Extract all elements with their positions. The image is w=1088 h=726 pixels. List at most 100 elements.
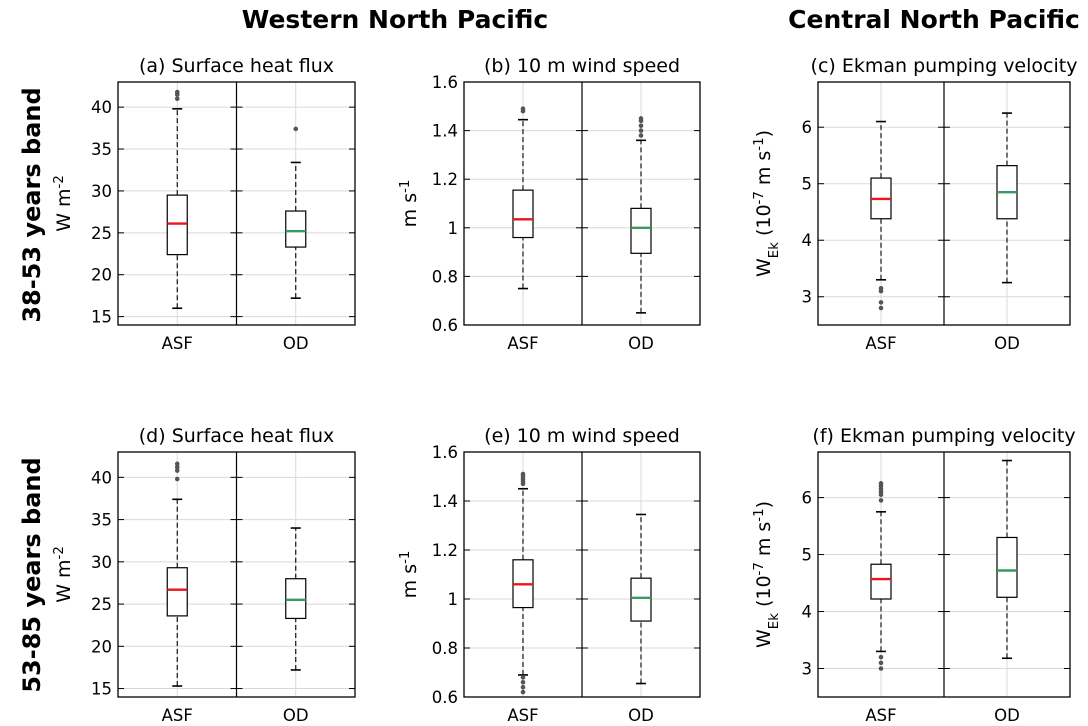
ytick-label-e-1: 0.8 xyxy=(432,639,458,658)
outlier-e-asf-2 xyxy=(520,680,526,685)
outlier-e-asf-8 xyxy=(520,471,526,477)
ylabel-f: WEk (10-7 m s-1) xyxy=(752,501,782,648)
xtick-label-a-od: OD xyxy=(283,334,309,353)
outlier-b-asf-1 xyxy=(520,106,526,112)
ytick-label-d-2: 25 xyxy=(91,595,112,614)
panel-title-f: (f) Ekman pumping velocity xyxy=(812,425,1075,447)
outlier-d-asf-3 xyxy=(174,461,180,467)
central-region-title: Central North Pacific xyxy=(788,5,1080,34)
ytick-label-b-3: 1.2 xyxy=(432,170,458,189)
box-f-od xyxy=(996,536,1018,598)
row-label-53-85: 53-85 years band xyxy=(18,457,46,692)
panel-title-d: (d) Surface heat flux xyxy=(139,425,334,447)
xtick-label-e-od: OD xyxy=(628,706,654,725)
ytick-label-e-4: 1.4 xyxy=(432,492,458,511)
outlier-e-asf-0 xyxy=(520,689,526,695)
xtick-label-f-od: OD xyxy=(994,706,1020,725)
outlier-a-asf-2 xyxy=(174,89,180,95)
xtick-label-c-asf: ASF xyxy=(865,334,896,353)
ytick-label-a-0: 15 xyxy=(91,308,112,327)
ytick-label-c-0: 3 xyxy=(802,288,813,307)
panel-b: 0.6 0.8 1 1.2 1.4 1.6 m s-1 (b) 10 m wind speed… xyxy=(398,55,701,353)
xtick-label-b-od: OD xyxy=(628,334,654,353)
ytick-label-e-5: 1.6 xyxy=(432,443,458,462)
box-d-od xyxy=(285,578,307,620)
panel-e: 0.6 0.8 1 1.2 1.4 1.6 m s-1 (e) 10 m wind speed… xyxy=(398,425,701,725)
xtick-label-f-asf: ASF xyxy=(865,706,896,725)
outlier-b-od-2 xyxy=(638,123,644,129)
ytick-label-f-3: 6 xyxy=(802,489,813,508)
western-region-title: Western North Pacific xyxy=(242,5,548,34)
ytick-label-e-0: 0.6 xyxy=(432,688,458,707)
ylabel-d: W m-2 xyxy=(52,546,76,603)
ytick-label-c-3: 6 xyxy=(802,118,813,137)
outlier-b-od-4 xyxy=(638,116,644,121)
xtick-label-a-asf: ASF xyxy=(162,334,193,353)
outlier-a-asf-0 xyxy=(174,96,180,102)
ylabel-e: m s-1 xyxy=(398,551,422,599)
ytick-label-a-2: 25 xyxy=(91,224,112,243)
ytick-label-d-1: 20 xyxy=(91,637,112,656)
box-a-od xyxy=(285,210,307,248)
ylabel-c: WEk (10-7 m s-1) xyxy=(752,130,782,277)
ytick-label-f-2: 5 xyxy=(802,546,813,565)
outlier-d-asf-1 xyxy=(174,468,180,473)
box-a-asf xyxy=(166,194,188,256)
ytick-label-b-5: 1.6 xyxy=(432,73,458,92)
outlier-f-asf-2 xyxy=(878,654,884,660)
outlier-b-od-1 xyxy=(638,128,644,133)
outlier-f-asf-1 xyxy=(878,660,884,666)
box-e-od xyxy=(630,577,652,622)
ylabel-b: m s-1 xyxy=(398,180,422,228)
outlier-c-asf-1 xyxy=(878,300,884,305)
panel-c: 3 4 5 6 WEk (10-7 m s-1) (c) Ekman pumping ve… xyxy=(752,55,1078,353)
ylabel-a: W m-2 xyxy=(52,175,76,232)
panel-d: 15 20 25 30 35 40 W m-2 (d) Surface heat flux AS… xyxy=(52,425,356,725)
outlier-c-asf-3 xyxy=(878,285,884,291)
outlier-b-od-0 xyxy=(638,133,644,138)
box-b-od xyxy=(630,207,652,254)
ytick-label-a-5: 40 xyxy=(91,98,112,117)
panel-title-c: (c) Ekman pumping velocity xyxy=(811,55,1078,77)
outlier-d-asf-2 xyxy=(174,464,180,470)
ytick-label-d-5: 40 xyxy=(91,468,112,487)
ytick-label-e-2: 1 xyxy=(448,590,459,609)
outlier-f-asf-0 xyxy=(878,666,884,671)
outlier-f-asf-8 xyxy=(878,481,884,486)
panel-a: 15 20 25 30 35 40 W m-2 (a) Surface heat flux AS… xyxy=(52,55,356,353)
ytick-label-b-0: 0.6 xyxy=(432,316,458,335)
ytick-label-f-0: 3 xyxy=(802,660,813,679)
ytick-label-c-2: 5 xyxy=(802,175,813,194)
box-b-asf xyxy=(512,189,534,239)
outlier-d-asf-0 xyxy=(174,476,180,482)
ytick-label-e-3: 1.2 xyxy=(432,541,458,560)
outlier-f-asf-3 xyxy=(878,498,884,503)
panel-title-b: (b) 10 m wind speed xyxy=(484,55,680,77)
ytick-label-a-1: 20 xyxy=(91,266,112,285)
outlier-e-asf-1 xyxy=(520,684,526,690)
row-label-38-53: 38-53 years band xyxy=(18,87,46,322)
ytick-label-d-3: 30 xyxy=(91,553,112,572)
ytick-label-a-3: 30 xyxy=(91,182,112,201)
panel-title-e: (e) 10 m wind speed xyxy=(484,425,680,447)
outlier-c-asf-0 xyxy=(878,305,884,311)
ytick-label-a-4: 35 xyxy=(91,140,112,159)
ytick-label-d-4: 35 xyxy=(91,511,112,530)
box-f-asf xyxy=(870,563,892,600)
outlier-e-asf-3 xyxy=(520,675,526,680)
ytick-label-d-0: 15 xyxy=(91,680,112,699)
outlier-a-od-0 xyxy=(293,126,299,132)
xtick-label-b-asf: ASF xyxy=(507,334,538,353)
ytick-label-f-1: 4 xyxy=(802,603,813,622)
xtick-label-e-asf: ASF xyxy=(507,706,538,725)
ytick-label-b-2: 1 xyxy=(448,219,459,238)
ytick-label-c-1: 4 xyxy=(802,231,813,250)
ytick-label-b-1: 0.8 xyxy=(432,267,458,286)
xtick-label-c-od: OD xyxy=(994,334,1020,353)
panel-title-a: (a) Surface heat flux xyxy=(139,55,334,77)
xtick-label-d-asf: ASF xyxy=(162,706,193,725)
xtick-label-d-od: OD xyxy=(283,706,309,725)
panel-f: 3 4 5 6 WEk (10-7 m s-1) (f) Ekman pumping ve… xyxy=(752,425,1076,725)
